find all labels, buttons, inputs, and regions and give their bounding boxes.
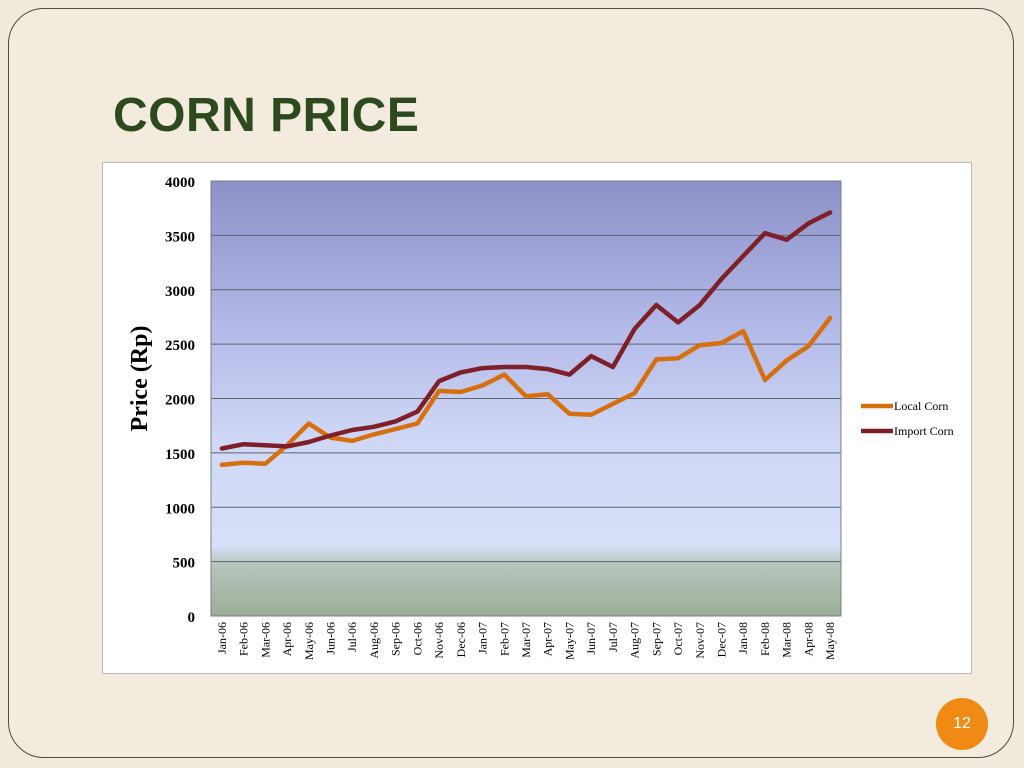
x-tick-label: Oct-06 [410, 622, 424, 655]
x-tick-label: Sep-07 [649, 622, 663, 656]
y-tick-label: 500 [173, 556, 196, 572]
chart-container: 0 500 1000 1500 2000 2500 3000 3500 4000 Jan-06 F… [102, 162, 972, 674]
x-tick-label: Dec-07 [715, 622, 729, 657]
x-tick-label: Jan-07 [476, 622, 490, 654]
x-tick-label: Jun-07 [584, 622, 598, 655]
x-tick-label: Feb-06 [237, 622, 251, 656]
x-tick-label: Nov-06 [432, 622, 446, 659]
y-tick-label: 2500 [165, 338, 195, 354]
page-number-badge: 12 [936, 698, 988, 750]
x-tick-label: May-07 [562, 622, 576, 660]
x-tick-label: Oct-07 [671, 622, 685, 655]
x-tick-label: Apr-06 [280, 622, 294, 656]
x-tick-label: Feb-07 [497, 622, 511, 656]
legend-label: Import Corn [894, 424, 954, 438]
y-axis-ticks: 0 500 1000 1500 2000 2500 3000 3500 4000 [165, 175, 195, 626]
x-axis-ticks: Jan-06 Feb-06 Mar-06 Apr-06 May-06 Jun-06 Jul-… [215, 622, 837, 660]
y-tick-label: 0 [188, 610, 196, 626]
x-tick-label: Sep-06 [389, 622, 403, 656]
series-lines [219, 210, 833, 468]
x-tick-label: Dec-06 [454, 622, 468, 657]
legend: Local Corn Import Corn [861, 399, 954, 438]
legend-label: Local Corn [894, 399, 948, 413]
y-tick-label: 2000 [165, 393, 195, 409]
y-tick-label: 1000 [165, 501, 195, 517]
x-tick-label: Aug-07 [628, 622, 642, 659]
y-axis-label: Price (Rp) [127, 326, 153, 432]
x-tick-label: Mar-06 [258, 622, 272, 658]
x-tick-label: Mar-07 [519, 622, 533, 658]
y-tick-label: 4000 [165, 175, 195, 191]
gridlines [210, 180, 842, 617]
series-line-import-corn [219, 210, 833, 451]
x-tick-label: Apr-07 [541, 622, 555, 656]
x-tick-label: Apr-08 [801, 622, 815, 656]
x-tick-label: May-06 [302, 622, 316, 660]
x-tick-label: Jun-06 [323, 622, 337, 655]
x-tick-label: Jan-08 [736, 622, 750, 654]
y-tick-label: 3000 [165, 284, 195, 300]
x-tick-label: Feb-08 [758, 622, 772, 656]
plot-border [210, 180, 842, 617]
x-tick-label: Jul-06 [345, 622, 359, 652]
x-tick-label: Jan-06 [215, 622, 229, 654]
x-tick-label: Mar-08 [780, 622, 794, 658]
y-tick-label: 3500 [165, 229, 195, 245]
slide-title: CORN PRICE [113, 89, 420, 142]
x-tick-label: Jul-07 [606, 622, 620, 652]
x-tick-label: May-08 [823, 622, 837, 660]
line-chart: 0 500 1000 1500 2000 2500 3000 3500 4000 Jan-06 F… [127, 175, 954, 660]
series-line-local-corn [219, 315, 833, 468]
x-tick-label: Nov-07 [693, 622, 707, 659]
x-tick-label: Aug-06 [367, 622, 381, 659]
y-tick-label: 1500 [165, 447, 195, 463]
